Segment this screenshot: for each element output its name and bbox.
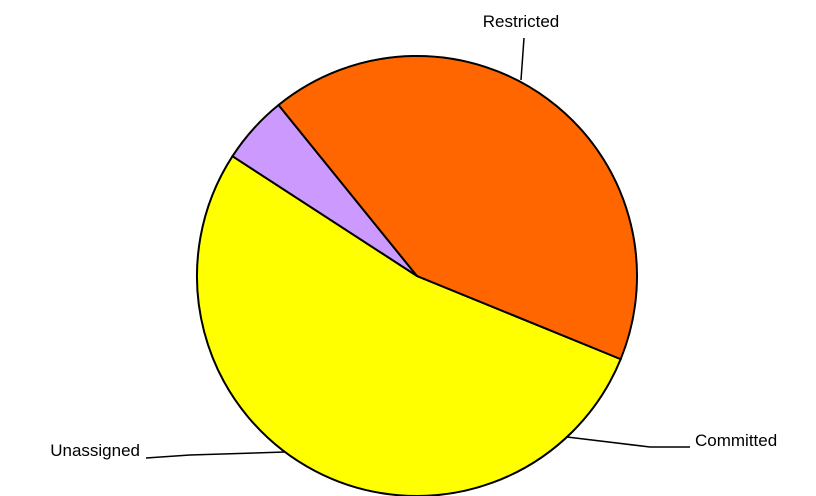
- pie-leader-lines: [145, 37, 690, 459]
- slice-label-unassigned: Unassigned: [50, 441, 140, 460]
- leader-line-restricted: [520, 37, 525, 81]
- pie-slice-restricted: [196, 154, 622, 496]
- pie-labels: Restricted Committed Unassigned: [50, 12, 777, 460]
- slice-label-restricted: Restricted: [483, 12, 560, 31]
- leader-line-unassigned: [145, 451, 286, 459]
- slice-label-committed: Committed: [695, 431, 777, 450]
- pie-slices: [196, 55, 638, 496]
- leader-line-committed: [566, 436, 690, 448]
- pie-slice-unassigned: [277, 55, 638, 361]
